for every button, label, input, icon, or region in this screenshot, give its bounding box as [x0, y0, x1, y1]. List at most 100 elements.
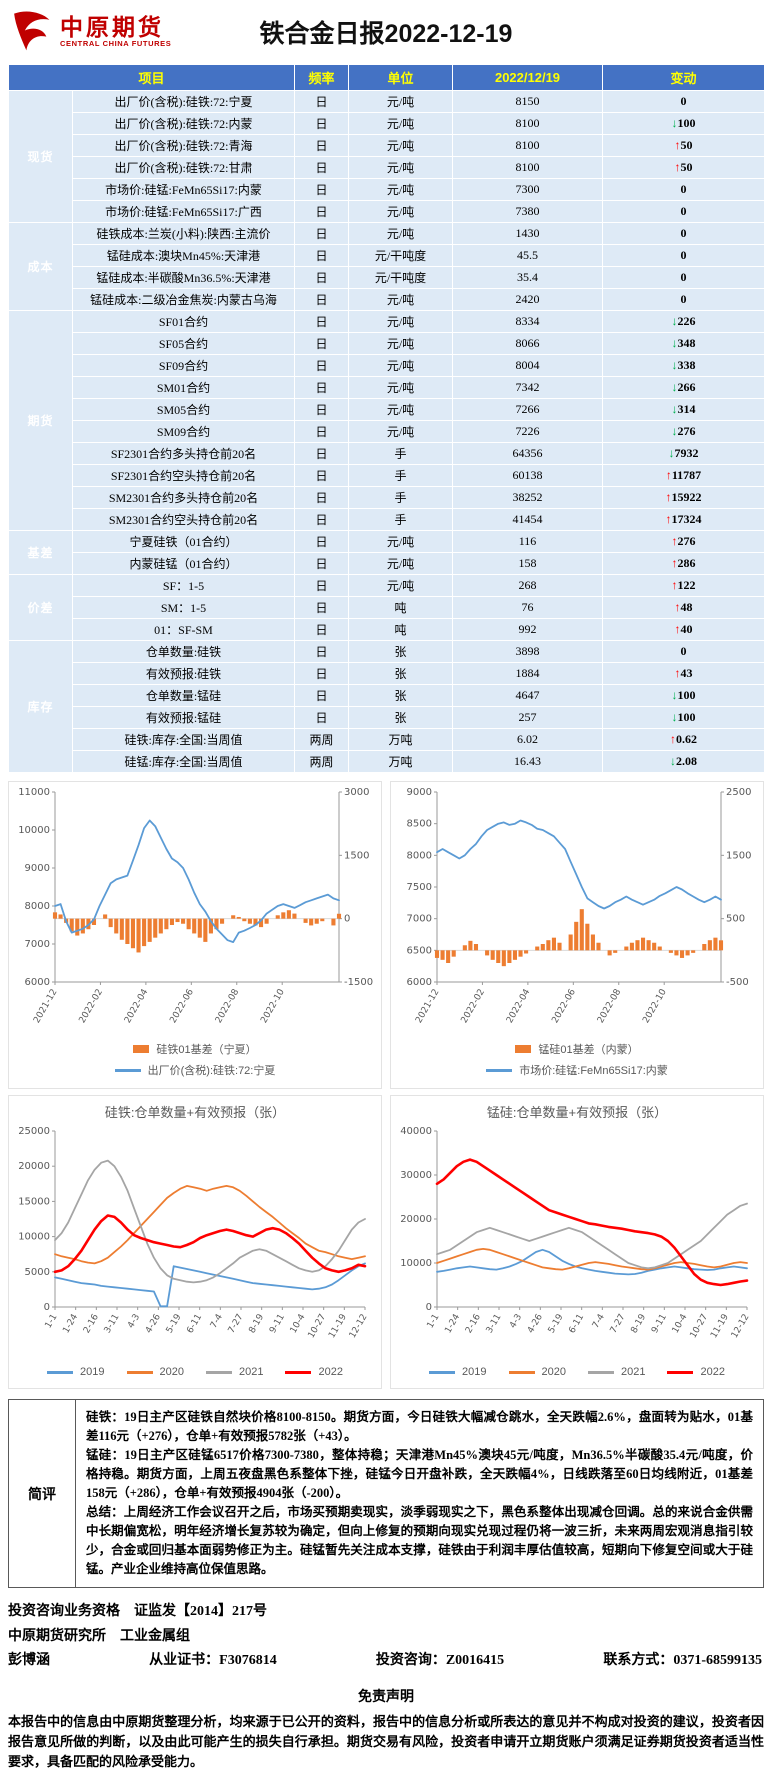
- logo-texts: 中原期货 CENTRAL CHINA FUTURES: [60, 15, 171, 48]
- item-name-cell: 仓单数量:硅铁: [71, 640, 296, 663]
- svg-text:2022-06: 2022-06: [168, 987, 196, 1025]
- svg-text:12-12: 12-12: [348, 1313, 370, 1341]
- unit-cell: 吨: [348, 618, 454, 641]
- item-name-cell: SM05合约: [71, 398, 296, 421]
- svg-text:7-4: 7-4: [209, 1312, 225, 1330]
- value-cell: 41454: [452, 508, 604, 531]
- legend-label: 2021: [621, 1366, 646, 1378]
- svg-text:11-19: 11-19: [709, 1312, 731, 1340]
- value-cell: 8150: [452, 90, 604, 113]
- frequency-cell: 日: [294, 112, 350, 135]
- value-cell: 45.5: [452, 244, 604, 267]
- change-cell: ↑286: [602, 552, 766, 575]
- value-cell: 116: [452, 530, 604, 553]
- up-arrow-icon: ↑: [674, 622, 681, 636]
- change-value: 48: [680, 600, 693, 614]
- svg-text:10-27: 10-27: [307, 1313, 329, 1341]
- svg-text:2022-08: 2022-08: [596, 987, 624, 1025]
- frequency-cell: 日: [294, 508, 350, 531]
- svg-text:7-27: 7-27: [227, 1313, 246, 1336]
- svg-text:3-11: 3-11: [485, 1313, 504, 1336]
- change-cell: ↓314: [602, 398, 766, 421]
- item-name-cell: SF05合约: [71, 332, 296, 355]
- unit-cell: 张: [348, 684, 454, 707]
- report-table: 项目 频率 单位 2022/12/19 变动 现货 出厂价(含税):硅铁:72:宁…: [7, 64, 766, 773]
- table-row: 期货 SF01合约日元/吨 8334 ↓226: [8, 310, 766, 531]
- item-name-cell: 锰硅成本:二级冶金焦炭:内蒙古乌海: [71, 288, 296, 311]
- unit-cell: 元/吨: [348, 134, 454, 157]
- col-header-unit: 单位: [348, 64, 454, 91]
- value-cell: 8066: [452, 332, 604, 355]
- change-cell: ↓100: [602, 112, 766, 135]
- table-row: SM05合约日元/吨 7266 ↓314: [9, 398, 766, 421]
- item-name-cell: 硅铁:库存:全国:当周值: [71, 728, 296, 751]
- svg-text:1-24: 1-24: [443, 1312, 462, 1335]
- svg-text:0: 0: [344, 914, 350, 925]
- value-cell: 7342: [452, 376, 604, 399]
- legend-label: 市场价:硅锰:FeMn65Si17:内蒙: [519, 1065, 668, 1077]
- value-cell: 3898: [452, 640, 604, 663]
- sf-warrants-chart: 0 5000 10000 15000 20000 25000 1-1 1-24 2-16 3-11…: [18, 1126, 370, 1341]
- up-arrow-icon: ↑: [665, 468, 672, 482]
- up-arrow-icon: ↑: [670, 732, 677, 746]
- value-cell: 7300: [452, 178, 604, 201]
- value-cell: 2420: [452, 288, 604, 311]
- charts-grid: 6000 7000 8000 9000 10000 11000 -1500 0 1500 3000…: [8, 781, 764, 1389]
- svg-text:15000: 15000: [18, 1196, 50, 1207]
- change-cell: 0: [602, 640, 766, 663]
- frequency-cell: 两周: [294, 750, 350, 773]
- frequency-cell: 日: [294, 486, 350, 509]
- svg-text:7000: 7000: [407, 914, 432, 925]
- change-cell: ↑40: [602, 618, 766, 641]
- table-row: 锰硅成本:半碳酸Mn36.5%:天津港日元/干吨度 35.4 0: [9, 266, 766, 289]
- table-row: 锰硅成本:澳块Mn45%:天津港日元/干吨度 45.5 0: [9, 244, 766, 267]
- table-row: 市场价:硅锰:FeMn65Si17:内蒙日元/吨 7300 0: [9, 178, 766, 201]
- row-group-label: 价差: [8, 574, 73, 641]
- line-swatch-icon: [206, 1370, 232, 1374]
- frequency-cell: 日: [294, 288, 350, 311]
- legend-item: 2019: [47, 1366, 105, 1378]
- line-swatch-icon: [667, 1370, 694, 1374]
- item-name-cell: 市场价:硅锰:FeMn65Si17:广西: [71, 200, 296, 223]
- value-cell: 158: [452, 552, 604, 575]
- svg-text:11000: 11000: [18, 787, 50, 798]
- legend-label: 2019: [80, 1366, 105, 1378]
- row-group-label: 期货: [8, 310, 73, 531]
- value-cell: 8100: [452, 134, 604, 157]
- chart-card-sm-basis: 6000 6500 7000 7500 8000 8500 9000 -500 500 1500 2…: [390, 781, 764, 1089]
- frequency-cell: 日: [294, 464, 350, 487]
- legend-item: 2020: [126, 1366, 184, 1378]
- unit-cell: 元/吨: [348, 90, 454, 113]
- row-group-label: 库存: [8, 640, 73, 773]
- table-row: SM09合约日元/吨 7226 ↓276: [9, 420, 766, 443]
- change-cell: ↓100: [602, 684, 766, 707]
- change-cell: ↓276: [602, 420, 766, 443]
- item-name-cell: SM2301合约空头持仓前20名: [71, 508, 296, 531]
- unit-cell: 元/吨: [348, 156, 454, 179]
- frequency-cell: 两周: [294, 728, 350, 751]
- frequency-cell: 日: [294, 684, 350, 707]
- table-row: 仓单数量:锰硅日张 4647 ↓100: [9, 684, 766, 707]
- down-arrow-icon: ↓: [671, 358, 678, 372]
- line-swatch-icon: [126, 1370, 153, 1374]
- col-header-item: 项目: [7, 64, 296, 91]
- chart-card-sf-basis: 6000 7000 8000 9000 10000 11000 -1500 0 1500 3000…: [8, 781, 382, 1089]
- legend-item: 2020: [508, 1366, 566, 1378]
- legend-item: 锰硅01基差（内蒙）: [515, 1041, 639, 1057]
- svg-text:0: 0: [44, 1302, 50, 1313]
- table-row: 出厂价(含税):硅铁:72:内蒙日元/吨 8100 ↓100: [9, 112, 766, 135]
- frequency-cell: 日: [294, 310, 350, 333]
- change-value: 100: [677, 688, 696, 702]
- legend-item: 硅铁01基差（宁夏）: [133, 1041, 257, 1057]
- unit-cell: 元/吨: [348, 222, 454, 245]
- svg-text:10000: 10000: [18, 1232, 50, 1243]
- line-swatch-icon: [285, 1370, 312, 1374]
- value-cell: 4647: [452, 684, 604, 707]
- value-cell: 6.02: [452, 728, 604, 751]
- frequency-cell: 日: [294, 706, 350, 729]
- legend-item: 出厂价(含税):硅铁:72:宁夏: [114, 1062, 275, 1078]
- change-cell: ↑276: [602, 530, 766, 553]
- line-swatch-icon: [47, 1370, 74, 1374]
- change-value: 122: [677, 578, 696, 592]
- svg-text:8500: 8500: [407, 819, 432, 830]
